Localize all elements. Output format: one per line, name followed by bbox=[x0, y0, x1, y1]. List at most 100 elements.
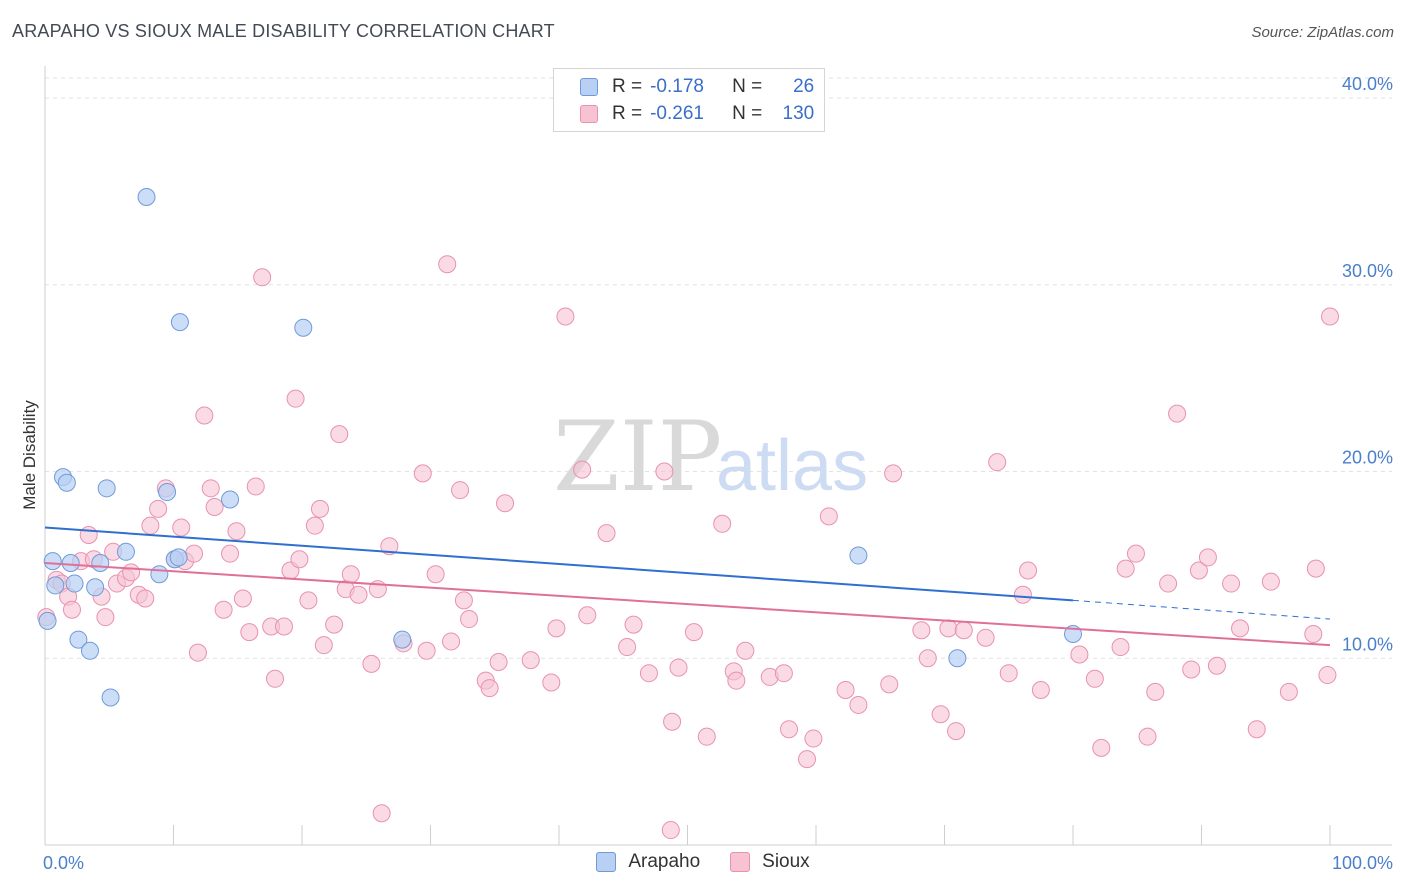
n-value: 130 bbox=[782, 103, 815, 124]
sioux-point bbox=[976, 628, 995, 647]
arapaho-point bbox=[65, 574, 84, 593]
sioux-point bbox=[1182, 660, 1201, 679]
sioux-point bbox=[438, 255, 457, 274]
sioux-point bbox=[442, 632, 461, 651]
sioux-point bbox=[1261, 572, 1280, 591]
source-credit: Source: ZipAtlas.com bbox=[1251, 24, 1394, 41]
sioux-point bbox=[136, 589, 155, 608]
sioux-point bbox=[1198, 548, 1217, 567]
sioux-point bbox=[79, 526, 98, 544]
sioux-point bbox=[1116, 559, 1135, 578]
arapaho-point bbox=[57, 473, 76, 492]
sioux-point bbox=[880, 675, 899, 694]
watermark: ZIP atlas bbox=[553, 401, 868, 513]
sioux-point bbox=[1279, 682, 1298, 701]
watermark-zip: ZIP bbox=[553, 401, 722, 513]
sioux-point bbox=[798, 750, 817, 769]
sioux-point bbox=[884, 464, 903, 483]
r-label: R = bbox=[612, 103, 643, 124]
tick-labels: 10.0% 20.0% 30.0% 40.0% 0.0% 100.0% bbox=[43, 74, 1393, 873]
n-label: N = bbox=[732, 103, 763, 124]
axes bbox=[44, 66, 1392, 846]
sioux-point bbox=[290, 550, 309, 569]
sioux-point bbox=[1207, 656, 1226, 675]
sioux-point bbox=[1247, 720, 1266, 739]
sioux-point bbox=[1222, 574, 1241, 593]
sioux-point bbox=[380, 537, 399, 556]
sioux-point bbox=[96, 608, 115, 627]
sioux-point bbox=[214, 600, 233, 619]
sioux-point bbox=[201, 479, 220, 498]
y-tick-label: 30.0% bbox=[1342, 261, 1393, 281]
sioux-point bbox=[912, 621, 931, 640]
sioux-point bbox=[1111, 638, 1130, 657]
sioux-point bbox=[172, 518, 191, 537]
sioux-point bbox=[1085, 669, 1104, 688]
arapaho-point bbox=[86, 578, 105, 597]
arapaho-point bbox=[97, 479, 116, 498]
sioux-point bbox=[713, 514, 732, 533]
legend-row-sioux: R = -0.261 N = 130 bbox=[580, 102, 814, 126]
sioux-point bbox=[188, 643, 207, 662]
arapaho-swatch bbox=[596, 852, 617, 872]
sioux-point bbox=[849, 695, 868, 714]
sioux-point bbox=[489, 652, 508, 671]
sioux-point bbox=[413, 464, 432, 483]
arapaho-point bbox=[43, 552, 62, 571]
sioux-point bbox=[655, 462, 674, 481]
arapaho-point bbox=[69, 630, 88, 649]
sioux-point bbox=[521, 651, 540, 670]
y-axis-label: Male Disability bbox=[20, 400, 39, 510]
y-tick-label: 10.0% bbox=[1342, 634, 1393, 654]
sioux-point bbox=[736, 641, 755, 660]
legend-label-sioux: Sioux bbox=[762, 851, 810, 872]
r-label: R = bbox=[612, 76, 643, 97]
watermark-atlas: atlas bbox=[716, 426, 868, 506]
arapaho-trend-extension bbox=[1072, 599, 1331, 620]
sioux-point bbox=[597, 524, 616, 543]
sioux-point bbox=[780, 720, 799, 739]
arapaho-point bbox=[137, 187, 156, 206]
sioux-point bbox=[774, 664, 793, 683]
sioux-point bbox=[233, 589, 252, 608]
sioux-point bbox=[349, 585, 368, 604]
arapaho-point bbox=[61, 554, 80, 573]
sioux-point bbox=[547, 619, 566, 638]
sioux-point bbox=[1138, 727, 1157, 746]
sioux-point bbox=[185, 544, 204, 563]
arapaho-swatch bbox=[580, 78, 598, 96]
x-tick-label: 0.0% bbox=[43, 853, 84, 873]
arapaho-point bbox=[393, 630, 412, 649]
r-value: -0.178 bbox=[650, 76, 704, 97]
arapaho-point bbox=[101, 688, 120, 707]
sioux-point bbox=[310, 499, 329, 518]
legend-item-sioux: Sioux bbox=[730, 851, 810, 873]
sioux-point bbox=[1092, 738, 1111, 757]
sioux-point bbox=[947, 722, 966, 741]
sioux-point bbox=[663, 712, 682, 731]
y-tick-label: 20.0% bbox=[1342, 448, 1393, 468]
sioux-point bbox=[1231, 619, 1250, 638]
sioux-point bbox=[1304, 624, 1323, 643]
arapaho-point bbox=[80, 641, 99, 660]
legend-row-arapaho: R = -0.178 N = 26 bbox=[580, 75, 814, 99]
sioux-point bbox=[1321, 307, 1339, 326]
sioux-point bbox=[1019, 561, 1038, 580]
sioux-point bbox=[661, 821, 680, 840]
arapaho-point bbox=[294, 318, 313, 337]
sioux-point bbox=[918, 649, 937, 668]
sioux-point bbox=[275, 617, 294, 636]
arapaho-point bbox=[91, 554, 110, 573]
sioux-point bbox=[426, 565, 445, 584]
arapaho-point bbox=[169, 548, 188, 567]
sioux-point bbox=[496, 494, 515, 513]
arapaho-point bbox=[221, 490, 240, 509]
grid-lines bbox=[45, 77, 1392, 659]
arapaho-trend-line bbox=[44, 526, 1074, 602]
sioux-point bbox=[618, 638, 637, 657]
sioux-point bbox=[240, 623, 259, 642]
sioux-point bbox=[1031, 681, 1050, 699]
sioux-point bbox=[1189, 561, 1208, 580]
sioux-point bbox=[205, 497, 224, 516]
